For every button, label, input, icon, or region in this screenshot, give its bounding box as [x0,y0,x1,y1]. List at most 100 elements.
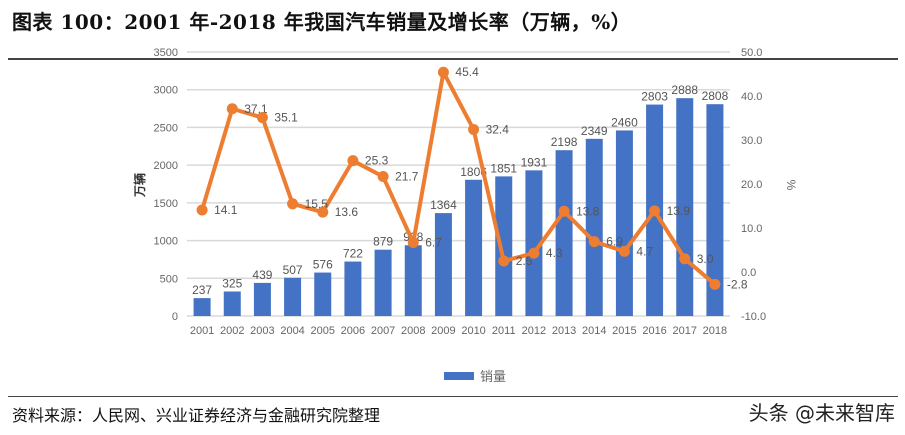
line-data-label: 13.6 [335,205,359,219]
growth-point-2013 [558,205,570,217]
y-tick-label: 1000 [154,236,178,248]
x-tick-label: 2013 [552,325,576,337]
y-axis-label: 万辆 [132,173,147,198]
bar-data-label: 2198 [551,135,578,149]
growth-point-2016 [649,205,661,217]
growth-point-2009 [437,66,449,78]
x-tick-label: 2007 [371,325,395,337]
x-tick-label: 2009 [431,325,455,337]
bar-data-label: 325 [222,276,242,290]
source-note: 资料来源：人民网、兴业证券经济与金融研究院整理 [12,406,381,425]
line-data-label: 2.5 [516,254,533,268]
growth-point-2017 [679,253,691,265]
growth-point-2005 [317,206,329,218]
bar-2003 [253,282,271,316]
y2-tick-label: 10.0 [741,223,762,235]
legend-swatch [444,372,474,380]
bar-2015 [615,130,633,316]
legend-label: 销量 [480,369,506,384]
y-tick-label: 3000 [154,85,178,97]
y2-tick-label: 30.0 [741,135,762,147]
line-data-label: 6.7 [425,236,442,250]
bar-2007 [374,249,392,316]
growth-point-2010 [468,123,480,135]
x-tick-label: 2006 [341,325,365,337]
bar-data-label: 1364 [430,198,457,212]
y-tick-label: 0 [172,311,178,323]
line-data-label: 35.1 [274,111,298,125]
source-divider [8,396,898,397]
growth-point-2018 [709,278,721,290]
line-data-label: 13.9 [667,204,691,218]
bar-data-label: 2349 [581,124,608,138]
chart-title: 图表 100：2001 年-2018 年我国汽车销量及增长率（万辆，%） [12,10,632,34]
growth-point-2015 [618,245,630,257]
growth-point-2002 [226,103,238,115]
x-tick-label: 2001 [190,325,214,337]
bar-data-label: 1851 [490,161,517,175]
y-tick-label: 500 [160,273,178,285]
bar-data-label: 2808 [702,89,729,103]
y2-tick-label: -10.0 [741,311,766,323]
bar-2013 [555,150,573,316]
y2-tick-label: 40.0 [741,91,762,103]
bar-2006 [344,261,362,316]
x-tick-label: 2004 [280,325,304,337]
bar-2018 [706,104,724,317]
bar-data-label: 439 [252,268,272,282]
y2-tick-label: 50.0 [741,47,762,59]
growth-point-2008 [407,237,419,249]
x-tick-label: 2012 [522,325,546,337]
line-data-label: 6.9 [606,235,623,249]
bar-data-label: 2888 [671,83,698,97]
growth-point-2003 [256,112,268,124]
bar-2011 [495,176,513,316]
growth-point-2006 [347,155,359,167]
line-data-label: 25.3 [365,154,389,168]
x-tick-label: 2014 [582,325,606,337]
x-tick-label: 2011 [492,325,516,337]
x-tick-label: 2015 [612,325,636,337]
bar-2009 [434,213,452,316]
bar-data-label: 722 [343,247,363,261]
line-data-label: -2.8 [727,277,748,291]
bar-data-label: 1931 [521,155,548,169]
y-tick-label: 2500 [154,122,178,134]
bar-2004 [284,277,302,316]
bar-data-label: 576 [313,258,333,272]
line-data-label: 3.0 [697,252,714,266]
bar-data-label: 507 [283,263,303,277]
line-data-label: 45.4 [455,65,479,79]
y2-axis-label: % [784,180,798,191]
growth-point-2012 [528,247,540,259]
bar-2002 [223,291,241,316]
growth-point-2004 [287,198,299,210]
x-tick-label: 2005 [311,325,335,337]
x-tick-label: 2003 [250,325,274,337]
y2-tick-label: 20.0 [741,179,762,191]
growth-point-2001 [196,204,208,216]
bar-data-label: 237 [192,283,212,297]
line-data-label: 21.7 [395,170,419,184]
chart: 0 500 1000 1500 2000 2500 3000 3500 -10.0 0.0 10.0… [132,47,798,384]
bar-2012 [525,170,543,316]
y2-tick-label: 0.0 [741,267,756,279]
x-tick-label: 2008 [401,325,425,337]
x-tick-label: 2018 [703,325,727,337]
line-data-label: 4.7 [636,244,653,258]
bar-data-label: 2803 [641,90,668,104]
line-data-label: 4.3 [546,246,563,260]
line-data-label: 32.4 [486,122,510,136]
y-tick-label: 1500 [154,198,178,210]
x-tick-label: 2016 [642,325,666,337]
x-tick-label: 2010 [461,325,485,337]
x-tick-label: 2002 [220,325,244,337]
bar-2005 [314,272,332,316]
line-data-label: 13.8 [576,204,600,218]
bar-2010 [465,179,483,316]
line-data-label: 14.1 [214,203,238,217]
growth-point-2011 [498,255,510,267]
x-tick-label: 2017 [673,325,697,337]
growth-point-2014 [588,236,600,248]
y-tick-label: 3500 [154,47,178,59]
